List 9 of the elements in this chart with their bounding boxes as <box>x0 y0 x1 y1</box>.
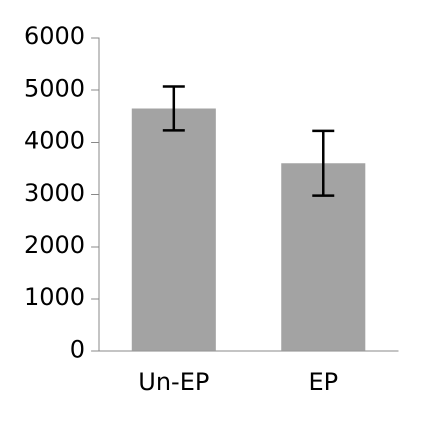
y-tick-label: 4000 <box>24 126 86 155</box>
x-tick-label: EP <box>308 368 338 396</box>
y-tick-label: 5000 <box>24 74 86 102</box>
y-tick-label: 6000 <box>24 22 86 50</box>
y-tick-label: 2000 <box>24 231 86 260</box>
y-tick-label: 3000 <box>24 178 86 207</box>
y-tick-label: 0 <box>70 335 86 364</box>
x-tick-label: Un-EP <box>138 368 210 396</box>
y-tick-label: 1000 <box>24 283 86 312</box>
